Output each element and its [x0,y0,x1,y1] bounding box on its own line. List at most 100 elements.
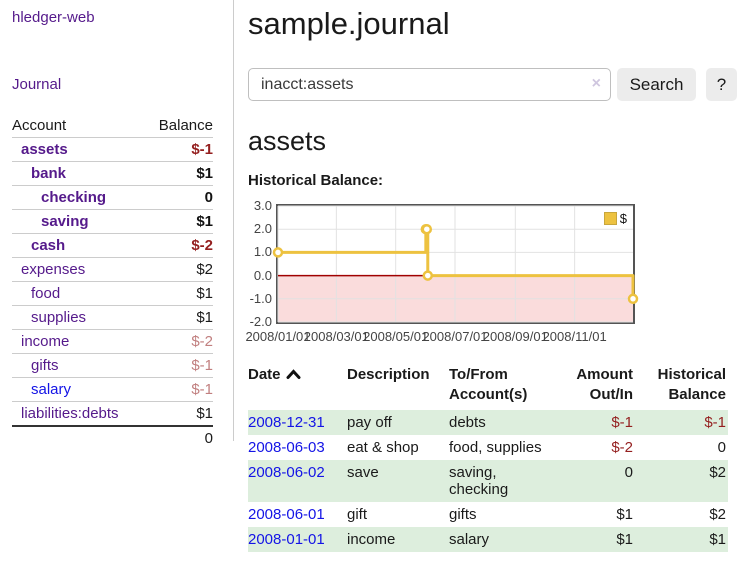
account-link-checking[interactable]: checking [41,189,107,206]
column-header-description: Description [347,366,430,383]
account-link-expenses[interactable]: expenses [21,261,86,278]
description-cell: eat & shop [347,439,419,456]
y-axis-label: 1.0 [253,244,272,260]
search-input[interactable] [248,68,611,101]
data-point-marker [627,293,639,305]
description-cell: pay off [347,414,392,431]
account-link-gifts[interactable]: gifts [31,357,59,374]
transaction-date-link[interactable]: 2008-06-03 [248,439,325,456]
account-balance: $-2 [191,333,213,350]
legend-swatch [603,212,617,225]
account-heading: assets [248,126,327,156]
description-cell: gift [347,506,368,523]
data-point-marker [421,223,433,235]
amount-cell: 0 [624,464,633,481]
help-button[interactable]: ? [706,68,737,101]
chart-legend: $ [601,211,629,226]
account-row: food $1 [12,281,213,305]
account-row: gifts $-1 [12,353,213,377]
account-row: assets $-1 [12,137,213,161]
historical-balance-cell: $2 [709,464,726,481]
accounts-cell: gifts [449,506,477,523]
transactions-table: Date Description To/From Account(s) Amount Ou… [248,363,728,552]
account-link-liabilities-debts[interactable]: liabilities:debts [21,405,119,422]
transaction-row: 2008-06-02 save saving, checking 0 $2 [248,460,728,502]
transaction-row: 2008-12-31 pay off debts $-1 $-1 [248,410,728,435]
account-balance: $-1 [191,381,213,398]
account-link-salary[interactable]: salary [31,381,72,398]
account-row: cash $-2 [12,233,213,257]
transaction-date-link[interactable]: 2008-01-01 [248,531,325,548]
account-link-food[interactable]: food [31,285,61,302]
account-balance: 0 [204,189,213,206]
search-button[interactable]: Search [617,68,696,101]
account-balance: $1 [196,309,213,326]
column-header-amount: Amount Out/In [576,366,633,403]
column-header-date[interactable]: Date [248,363,347,410]
account-balance: $1 [196,213,213,230]
accounts-cell: food, supplies [449,439,542,456]
account-row: salary $-1 [12,377,213,401]
transaction-row: 2008-01-01 income salary $1 $1 [248,527,728,552]
transaction-date-link[interactable]: 2008-12-31 [248,414,325,431]
clear-search-icon[interactable]: × [591,75,601,92]
account-total-balance: 0 [204,429,213,447]
account-link-income[interactable]: income [21,333,70,350]
account-balance-table: Account Balance assets $-1 bank $1 checking 0… [12,113,213,449]
account-balance: $1 [196,285,213,302]
account-balance: $1 [196,405,213,422]
chart-plot-area: $ [272,204,639,324]
transaction-date-link[interactable]: 2008-06-02 [248,464,325,481]
transaction-row: 2008-06-01 gift gifts $1 $2 [248,502,728,527]
historical-balance-cell: 0 [717,439,726,456]
account-link-cash[interactable]: cash [31,237,66,254]
x-axis-label: 2008/05/01 [363,329,429,344]
app-title-link[interactable]: hledger-web [12,9,95,26]
amount-cell: $1 [616,506,633,523]
transactions-header-row: Date Description To/From Account(s) Amount Ou… [248,363,728,410]
account-link-assets[interactable]: assets [21,141,68,158]
account-row: supplies $1 [12,305,213,329]
account-link-bank[interactable]: bank [31,165,67,182]
account-row: income $-2 [12,329,213,353]
account-row: saving $1 [12,209,213,233]
accounts-cell: saving, checking [449,464,509,498]
sort-ascending-icon[interactable] [286,369,301,380]
account-total-row: 0 [12,425,213,449]
account-column-header: Account [12,116,67,134]
page-title: sample.journal [248,6,450,41]
account-balance: $2 [196,261,213,278]
account-link-saving[interactable]: saving [41,213,89,230]
sidebar-item-journal[interactable]: Journal [12,76,62,93]
sidebar: hledger-web Journal Account Balance asse… [0,0,234,447]
account-rows: assets $-1 bank $1 checking 0 saving $1 cash $-2 e… [12,137,213,425]
transaction-row: 2008-06-03 eat & shop food, supplies $-2 0 [248,435,728,460]
page: hledger-web Journal Account Balance asse… [0,0,737,552]
y-axis-label: 3.0 [253,198,272,213]
account-table-header: Account Balance [12,113,213,137]
account-row: expenses $2 [12,257,213,281]
historical-balance-cell: $1 [709,531,726,548]
y-axis-label: -1.0 [249,290,272,306]
account-balance: $-2 [191,237,213,254]
y-axis-label: 0.0 [253,267,272,283]
historical-balance-cell: $-1 [704,414,726,431]
x-axis-label: 2008/09/01 [482,329,548,344]
x-axis-label: 2008/07/01 [422,329,488,344]
accounts-cell: salary [449,531,490,548]
account-balance: $-1 [191,141,213,158]
chart-title: Historical Balance: [248,172,384,189]
transaction-date-link[interactable]: 2008-06-01 [248,506,325,523]
x-axis-label: 2008/01/01 [245,329,311,344]
balance-column-header: Balance [158,116,213,134]
account-link-supplies[interactable]: supplies [31,309,87,326]
data-point-marker [422,270,434,281]
data-point-marker [272,247,284,258]
account-row: bank $1 [12,161,213,185]
account-balance: $-1 [191,357,213,374]
chart-canvas [272,205,639,323]
y-axis-label: -2.0 [249,314,272,329]
account-row: liabilities:debts $1 [12,401,213,425]
x-axis-label: 2008/03/01 [303,329,369,344]
amount-cell: $-2 [611,439,633,456]
